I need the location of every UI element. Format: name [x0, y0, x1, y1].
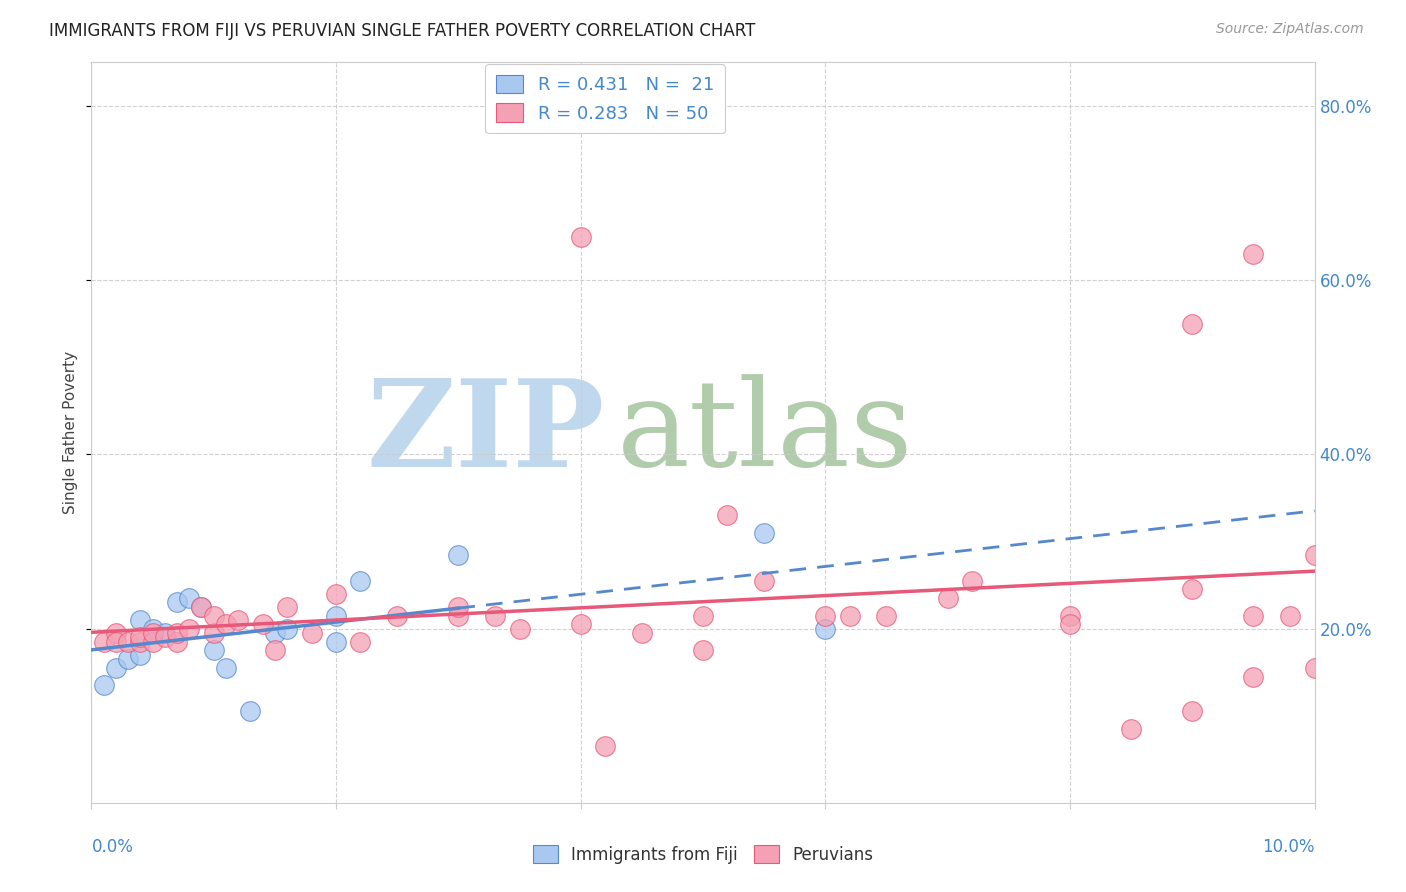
Point	[1303, 661, 1326, 675]
Text: IMMIGRANTS FROM FIJI VS PERUVIAN SINGLE FATHER POVERTY CORRELATION CHART: IMMIGRANTS FROM FIJI VS PERUVIAN SINGLE …	[49, 22, 755, 40]
Point	[1243, 247, 1265, 261]
Point	[875, 608, 897, 623]
Legend: Immigrants from Fiji, Peruvians: Immigrants from Fiji, Peruvians	[526, 838, 880, 871]
Point	[141, 626, 163, 640]
Point	[509, 622, 531, 636]
Point	[202, 626, 225, 640]
Text: atlas: atlas	[617, 374, 914, 491]
Point	[104, 626, 127, 640]
Point	[936, 591, 959, 606]
Point	[325, 608, 347, 623]
Point	[1303, 548, 1326, 562]
Point	[129, 648, 152, 662]
Text: ZIP: ZIP	[367, 374, 605, 491]
Point	[754, 574, 776, 588]
Point	[215, 661, 238, 675]
Point	[117, 652, 139, 666]
Point	[447, 608, 470, 623]
Point	[325, 634, 347, 648]
Point	[716, 508, 738, 523]
Point	[569, 617, 592, 632]
Point	[1181, 582, 1204, 597]
Point	[141, 622, 163, 636]
Point	[325, 587, 347, 601]
Point	[93, 634, 115, 648]
Point	[129, 634, 152, 648]
Point	[385, 608, 409, 623]
Point	[1279, 608, 1302, 623]
Point	[1243, 608, 1265, 623]
Point	[630, 626, 652, 640]
Point	[838, 608, 860, 623]
Point	[153, 626, 176, 640]
Point	[814, 622, 837, 636]
Point	[166, 595, 188, 609]
Point	[960, 574, 983, 588]
Point	[447, 599, 470, 614]
Point	[153, 630, 176, 644]
Point	[349, 574, 371, 588]
Point	[141, 634, 163, 648]
Point	[104, 634, 127, 648]
Point	[1059, 617, 1081, 632]
Text: Source: ZipAtlas.com: Source: ZipAtlas.com	[1216, 22, 1364, 37]
Point	[276, 599, 298, 614]
Point	[264, 626, 287, 640]
Point	[301, 626, 323, 640]
Point	[593, 739, 616, 754]
Point	[215, 617, 238, 632]
Point	[166, 626, 188, 640]
Point	[349, 634, 371, 648]
Point	[252, 617, 274, 632]
Point	[692, 608, 714, 623]
Point	[447, 548, 470, 562]
Point	[1181, 317, 1204, 331]
Legend: R = 0.431   N =  21, R = 0.283   N = 50: R = 0.431 N = 21, R = 0.283 N = 50	[485, 64, 725, 134]
Point	[179, 622, 201, 636]
Point	[814, 608, 837, 623]
Point	[276, 622, 298, 636]
Point	[692, 643, 714, 657]
Point	[129, 613, 152, 627]
Point	[264, 643, 287, 657]
Point	[202, 643, 225, 657]
Point	[1243, 669, 1265, 683]
Point	[569, 229, 592, 244]
Point	[239, 704, 262, 718]
Point	[190, 599, 212, 614]
Point	[179, 591, 201, 606]
Point	[484, 608, 506, 623]
Point	[129, 630, 152, 644]
Point	[226, 613, 249, 627]
Y-axis label: Single Father Poverty: Single Father Poverty	[63, 351, 79, 514]
Point	[104, 661, 127, 675]
Point	[1181, 704, 1204, 718]
Point	[190, 599, 212, 614]
Text: 10.0%: 10.0%	[1263, 838, 1315, 856]
Point	[754, 525, 776, 540]
Point	[93, 678, 115, 692]
Point	[117, 634, 139, 648]
Point	[1059, 608, 1081, 623]
Point	[1121, 722, 1143, 736]
Point	[166, 634, 188, 648]
Text: 0.0%: 0.0%	[91, 838, 134, 856]
Point	[202, 608, 225, 623]
